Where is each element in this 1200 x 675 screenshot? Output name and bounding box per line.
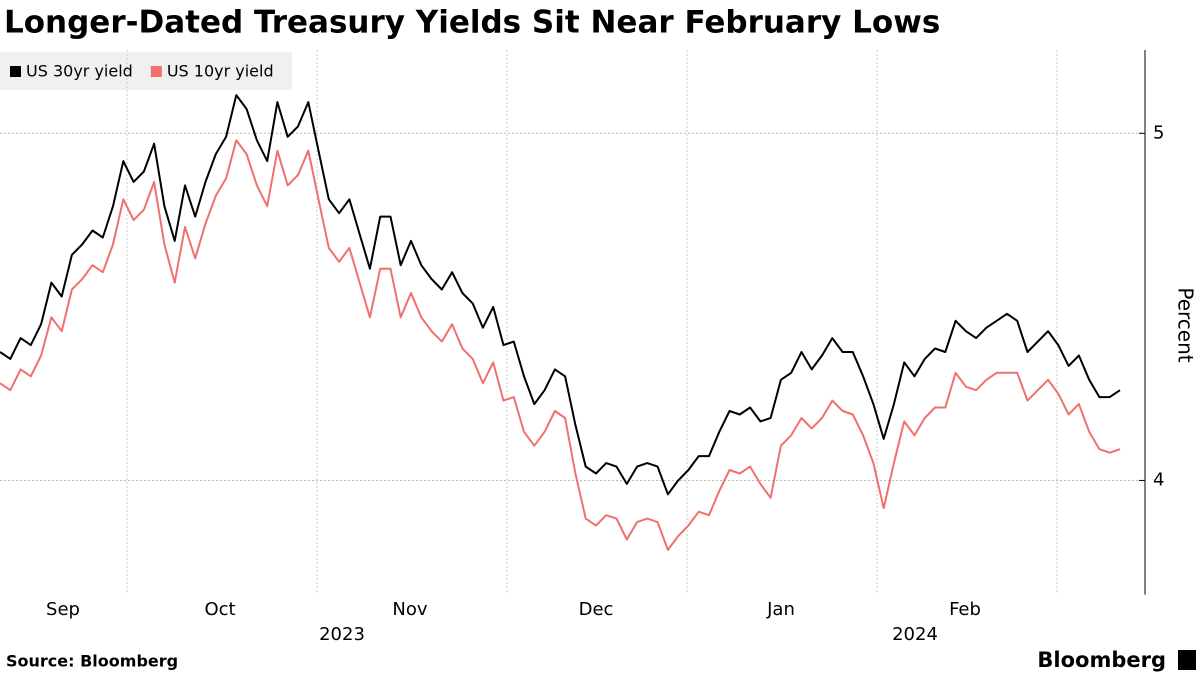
legend-label: US 30yr yield xyxy=(26,62,133,81)
year-label: 2024 xyxy=(892,624,938,645)
line-series xyxy=(0,139,1121,551)
x-tick-label: Nov xyxy=(392,599,427,620)
x-tick-label: Feb xyxy=(949,599,981,620)
legend-swatch xyxy=(150,66,162,77)
x-tick-label: Dec xyxy=(579,599,614,620)
brand: Bloomberg xyxy=(1037,648,1166,672)
x-tick-label: Jan xyxy=(766,599,795,620)
year-label: 2023 xyxy=(319,624,365,645)
source: Source: Bloomberg xyxy=(6,652,178,671)
legend-label: US 10yr yield xyxy=(167,62,274,81)
y-axis-label: Percent xyxy=(1174,287,1198,362)
y-tick-label: 5 xyxy=(1153,122,1164,143)
y-tick-label: 4 xyxy=(1153,469,1164,490)
x-tick-label: Sep xyxy=(46,599,80,620)
chart-title: Longer-Dated Treasury Yields Sit Near Fe… xyxy=(4,5,940,41)
brand-icon xyxy=(1178,650,1196,670)
x-tick-label: Oct xyxy=(204,599,235,620)
legend-box xyxy=(0,52,292,90)
line-series xyxy=(0,94,1121,496)
legend-swatch xyxy=(10,66,21,77)
